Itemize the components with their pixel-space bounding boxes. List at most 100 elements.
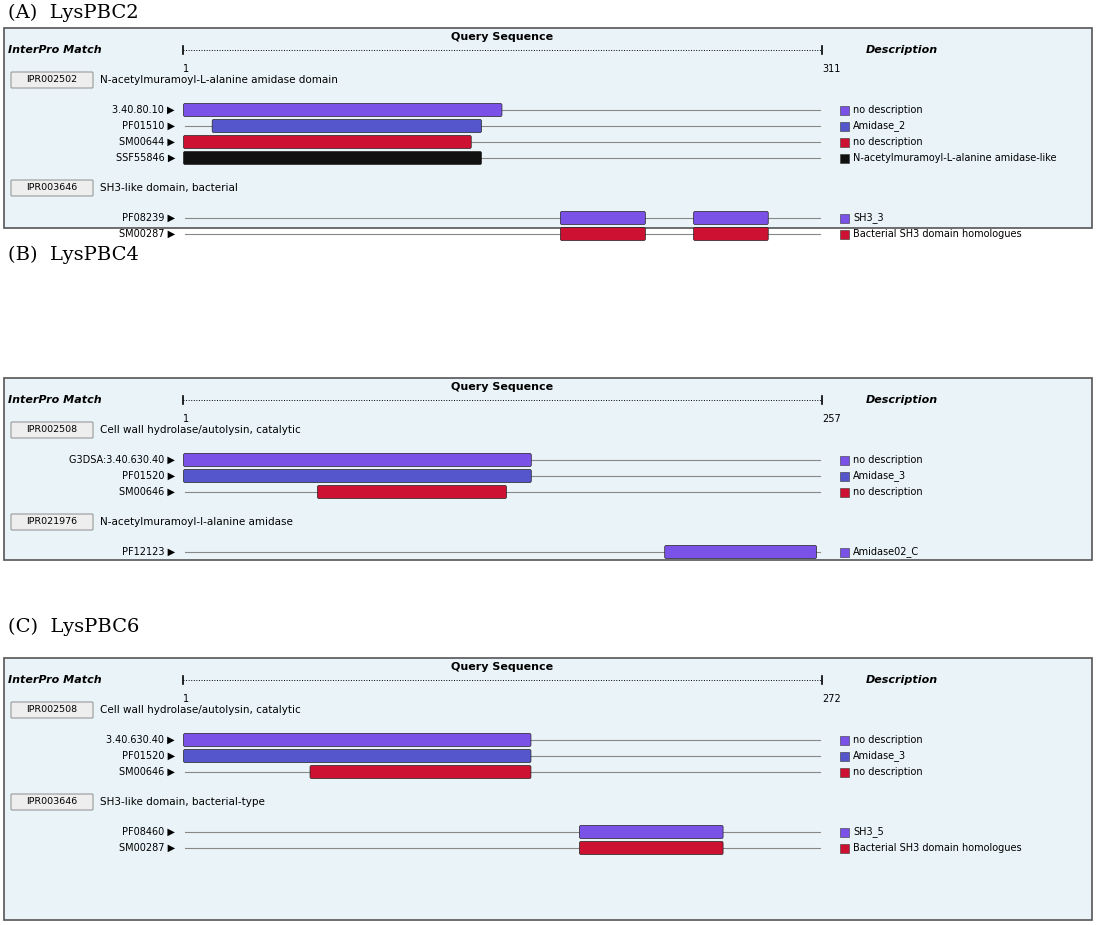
FancyBboxPatch shape (183, 104, 502, 117)
Bar (840, 121, 849, 130)
FancyBboxPatch shape (318, 486, 506, 499)
Bar (840, 214, 849, 223)
Text: 1: 1 (183, 694, 190, 704)
Text: (C)  LysPBC6: (C) LysPBC6 (8, 618, 139, 636)
Text: Query Sequence: Query Sequence (452, 32, 553, 42)
Text: InterPro Match: InterPro Match (8, 675, 102, 685)
Text: Description: Description (866, 45, 938, 55)
Text: 1: 1 (183, 64, 190, 74)
Text: Query Sequence: Query Sequence (452, 382, 553, 392)
FancyBboxPatch shape (560, 228, 646, 240)
FancyBboxPatch shape (183, 734, 530, 746)
Text: no description: no description (853, 137, 923, 147)
Text: 1: 1 (183, 414, 190, 424)
Text: no description: no description (853, 105, 923, 115)
Text: 311: 311 (822, 64, 841, 74)
FancyBboxPatch shape (183, 135, 471, 149)
FancyBboxPatch shape (183, 453, 532, 466)
Bar (840, 105, 849, 115)
Text: N-acetylmuramoyl-l-alanine amidase: N-acetylmuramoyl-l-alanine amidase (100, 517, 293, 527)
FancyBboxPatch shape (694, 212, 768, 225)
Text: SM00646 ▶: SM00646 ▶ (119, 767, 175, 777)
FancyBboxPatch shape (11, 794, 93, 810)
FancyBboxPatch shape (183, 749, 530, 762)
Text: InterPro Match: InterPro Match (8, 45, 102, 55)
Text: 3.40.80.10 ▶: 3.40.80.10 ▶ (113, 105, 175, 115)
Text: Bacterial SH3 domain homologues: Bacterial SH3 domain homologues (853, 843, 1021, 853)
Text: SM00644 ▶: SM00644 ▶ (119, 137, 175, 147)
Bar (840, 472, 849, 480)
Bar (840, 751, 849, 760)
FancyBboxPatch shape (183, 152, 481, 165)
Text: G3DSA:3.40.630.40 ▶: G3DSA:3.40.630.40 ▶ (69, 455, 175, 465)
Text: (A)  LysPBC2: (A) LysPBC2 (8, 4, 138, 22)
Text: no description: no description (853, 487, 923, 497)
Text: PF01520 ▶: PF01520 ▶ (122, 751, 175, 761)
FancyBboxPatch shape (11, 72, 93, 88)
Text: SH3_3: SH3_3 (853, 213, 883, 224)
Text: Description: Description (866, 675, 938, 685)
Text: SSF55846 ▶: SSF55846 ▶ (115, 153, 175, 163)
Bar (4, 28, 1092, 228)
Text: N-acetylmuramoyl-L-alanine amidase-like: N-acetylmuramoyl-L-alanine amidase-like (853, 153, 1057, 163)
Text: 272: 272 (822, 694, 841, 704)
Text: Amidase02_C: Amidase02_C (853, 547, 920, 558)
Bar (840, 548, 849, 557)
Bar (4, 658, 1092, 920)
Text: SH3-like domain, bacterial-type: SH3-like domain, bacterial-type (100, 797, 265, 807)
FancyBboxPatch shape (560, 212, 646, 225)
FancyBboxPatch shape (664, 546, 817, 559)
Text: SM00287 ▶: SM00287 ▶ (118, 843, 175, 853)
Bar (840, 138, 849, 146)
Bar (840, 828, 849, 836)
Text: Bacterial SH3 domain homologues: Bacterial SH3 domain homologues (853, 229, 1021, 239)
FancyBboxPatch shape (310, 766, 530, 779)
FancyBboxPatch shape (183, 470, 532, 483)
Text: SH3_5: SH3_5 (853, 827, 883, 837)
Text: IPR003646: IPR003646 (26, 797, 78, 807)
FancyBboxPatch shape (11, 514, 93, 530)
Text: 257: 257 (822, 414, 841, 424)
Text: SH3-like domain, bacterial: SH3-like domain, bacterial (100, 183, 238, 193)
FancyBboxPatch shape (11, 702, 93, 718)
Text: Amidase_2: Amidase_2 (853, 120, 906, 131)
Text: 3.40.630.40 ▶: 3.40.630.40 ▶ (106, 735, 175, 745)
Text: SM00646 ▶: SM00646 ▶ (119, 487, 175, 497)
Bar (840, 487, 849, 497)
Text: IPR002502: IPR002502 (26, 76, 78, 84)
Text: Cell wall hydrolase/autolysin, catalytic: Cell wall hydrolase/autolysin, catalytic (100, 425, 300, 435)
Text: Description: Description (866, 395, 938, 405)
Text: PF08460 ▶: PF08460 ▶ (122, 827, 175, 837)
Bar (840, 735, 849, 745)
Text: no description: no description (853, 767, 923, 777)
Text: IPR021976: IPR021976 (26, 517, 78, 526)
Text: N-acetylmuramoyl-L-alanine amidase domain: N-acetylmuramoyl-L-alanine amidase domai… (100, 75, 338, 85)
Text: Amidase_3: Amidase_3 (853, 471, 906, 481)
Text: IPR002508: IPR002508 (26, 706, 78, 714)
Text: Cell wall hydrolase/autolysin, catalytic: Cell wall hydrolase/autolysin, catalytic (100, 705, 300, 715)
Text: (B)  LysPBC4: (B) LysPBC4 (8, 246, 139, 265)
Text: InterPro Match: InterPro Match (8, 395, 102, 405)
Text: SM00287 ▶: SM00287 ▶ (118, 229, 175, 239)
Bar (840, 154, 849, 163)
Text: IPR003646: IPR003646 (26, 183, 78, 192)
Text: PF08239 ▶: PF08239 ▶ (122, 213, 175, 223)
Text: IPR002508: IPR002508 (26, 426, 78, 435)
Text: Query Sequence: Query Sequence (452, 662, 553, 672)
Text: PF12123 ▶: PF12123 ▶ (122, 547, 175, 557)
Bar (840, 229, 849, 239)
FancyBboxPatch shape (580, 842, 723, 855)
Text: no description: no description (853, 735, 923, 745)
Text: no description: no description (853, 455, 923, 465)
Bar (840, 455, 849, 464)
FancyBboxPatch shape (694, 228, 768, 240)
Bar (4, 378, 1092, 560)
FancyBboxPatch shape (11, 180, 93, 196)
Text: PF01510 ▶: PF01510 ▶ (122, 121, 175, 131)
FancyBboxPatch shape (580, 825, 723, 838)
Text: Amidase_3: Amidase_3 (853, 750, 906, 761)
Text: PF01520 ▶: PF01520 ▶ (122, 471, 175, 481)
Bar (840, 768, 849, 776)
Bar (840, 844, 849, 853)
FancyBboxPatch shape (11, 422, 93, 438)
